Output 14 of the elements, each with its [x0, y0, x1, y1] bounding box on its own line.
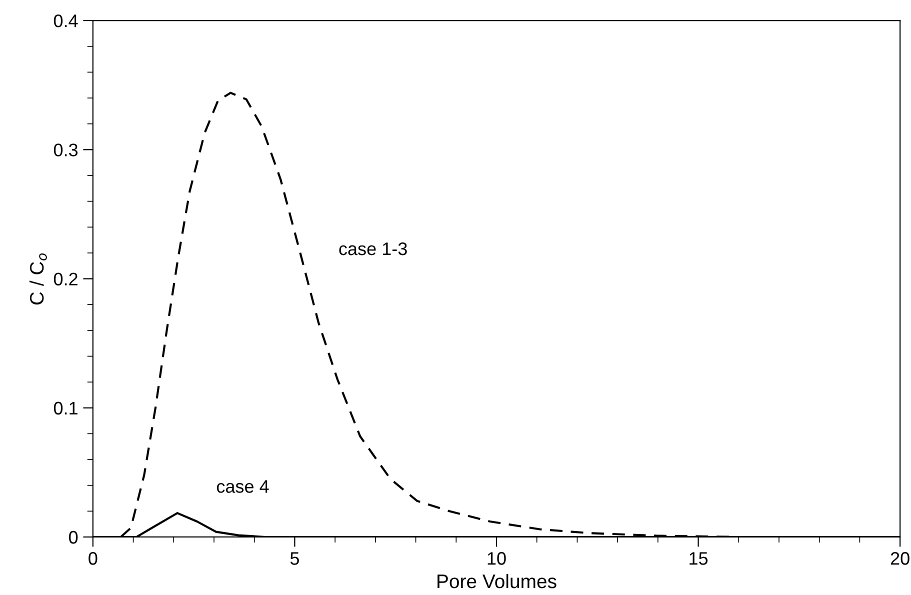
y-tick-label: 0.3	[54, 144, 78, 156]
y-tick-label: 0.2	[54, 272, 78, 286]
y-tick-label: 0	[69, 530, 78, 544]
x-tick-label: 10	[488, 552, 506, 565]
series-label: case 4	[216, 480, 269, 493]
x-tick-label: 0	[88, 552, 98, 565]
text: case 1-3	[339, 242, 407, 256]
x-tick-label: 15	[690, 552, 708, 565]
x-tick-label: 5	[290, 552, 299, 565]
x-tick-label: 20	[890, 552, 910, 565]
y-tick-label: 0.1	[54, 402, 78, 415]
y-axis-title: C / C$_{o}$	[29, 253, 47, 305]
x-axis-title: Pore Volumes	[438, 574, 556, 588]
y-tick-label: 0.4	[54, 14, 78, 28]
